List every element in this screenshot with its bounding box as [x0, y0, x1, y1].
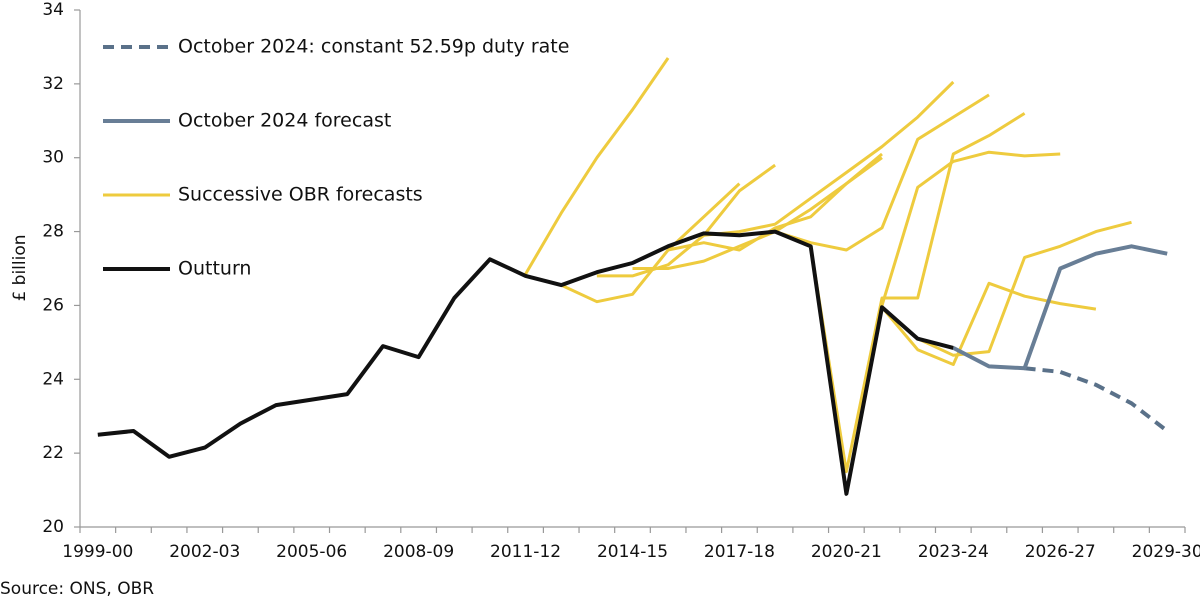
series-line [952, 244, 1168, 371]
x-tick-label: 2014-15 [597, 542, 668, 562]
x-tick-label: 2026-27 [1025, 542, 1096, 562]
legend-label: Outturn [178, 258, 251, 280]
y-tick-label: 22 [42, 443, 64, 463]
y-tick-label: 26 [42, 295, 64, 315]
source-note: Source: ONS, OBR [0, 579, 154, 599]
x-tick-label: 2008-09 [383, 542, 454, 562]
forecast-vintage-line [880, 281, 1097, 366]
forecast-vintage-line [667, 156, 883, 252]
forecast-vintage-line [917, 220, 1132, 357]
legend-label: Successive OBR forecasts [178, 184, 423, 206]
series-line [1024, 366, 1169, 433]
forecast-vintage-line [560, 182, 741, 304]
x-tick-label: 2011-12 [490, 542, 561, 562]
forecast-vintage-line [524, 57, 670, 275]
legend-label: October 2024: constant 52.59p duty rate [178, 36, 569, 58]
y-tick-label: 28 [42, 222, 64, 242]
x-tick-label: 2020-21 [811, 542, 882, 562]
x-tick-label: 2023-24 [918, 542, 989, 562]
y-tick-label: 20 [42, 517, 64, 537]
y-tick-label: 34 [42, 0, 64, 20]
series-line [97, 229, 954, 496]
x-tick-label: 2005-06 [276, 542, 347, 562]
x-tick-label: 1999-00 [62, 542, 133, 562]
forecast-vintage-line [596, 163, 776, 278]
forecast-vintage-line [809, 112, 1026, 474]
forecast-vintage-line [632, 152, 883, 270]
x-tick-label: 2029-30 [1132, 542, 1200, 562]
forecast-vintage-line [703, 80, 955, 237]
y-tick-label: 32 [42, 74, 64, 94]
forecast-vintage-line [774, 93, 990, 252]
x-tick-label: 2017-18 [704, 542, 775, 562]
y-tick-label: 30 [42, 148, 64, 168]
legend-label: October 2024 forecast [178, 110, 391, 132]
x-tick-label: 2002-03 [169, 542, 240, 562]
y-tick-label: 24 [42, 369, 64, 389]
y-axis-title: £ billion [10, 234, 30, 301]
